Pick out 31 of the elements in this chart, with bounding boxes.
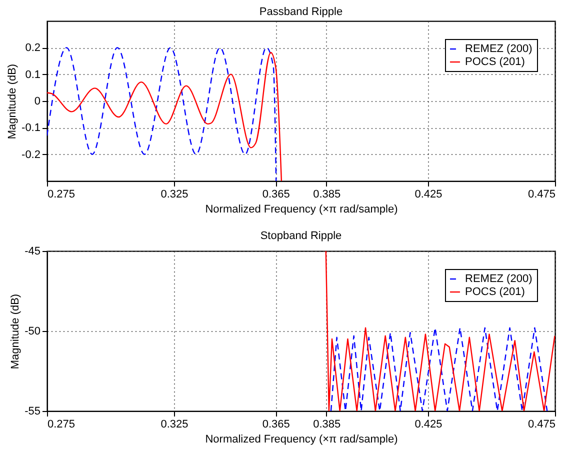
legend-label: REMEZ (200)	[465, 43, 532, 55]
y-tick-label: -55	[24, 406, 40, 418]
y-tick-label: -45	[24, 246, 40, 258]
x-tick-label: 0.385	[313, 188, 341, 200]
x-tick-label: 0.365	[262, 188, 290, 200]
x-tick-label: 0.475	[528, 418, 556, 430]
y-tick-label: 0.1	[25, 68, 40, 81]
x-tick-label: 0.425	[414, 418, 442, 430]
line-series	[330, 327, 548, 411]
y-tick-label: 0	[34, 96, 40, 108]
legend-label: REMEZ (200)	[465, 273, 532, 285]
x-axis-title: Normalized Frequency (×π rad/sample)	[205, 434, 398, 446]
x-tick-label: 0.475	[528, 188, 556, 200]
x-tick-label: 0.325	[160, 188, 188, 200]
y-tick-label: 0.2	[25, 42, 40, 54]
x-tick-label: 0.325	[160, 418, 188, 430]
y-axis-title: Magnitude (dB)	[10, 294, 22, 370]
x-tick-label: 0.425	[414, 188, 442, 200]
chart-title: Passband Ripple	[259, 6, 343, 18]
x-tick-label: 0.365	[262, 418, 290, 430]
y-tick-label: -0.2	[22, 148, 40, 161]
legend-label: POCS (201)	[465, 56, 525, 68]
y-axis-title: Magnitude (dB)	[6, 64, 19, 140]
chart-title: Stopband Ripple	[260, 230, 342, 242]
x-tick-label: 0.275	[48, 188, 76, 200]
x-tick-label: 0.385	[313, 418, 341, 430]
y-tick-label: -0.1	[22, 122, 40, 134]
x-axis-title: Normalized Frequency (×π rad/sample)	[205, 204, 398, 216]
x-tick-label: 0.275	[48, 418, 76, 430]
y-tick-label: -50	[24, 326, 40, 338]
legend-label: POCS (201)	[465, 286, 525, 298]
